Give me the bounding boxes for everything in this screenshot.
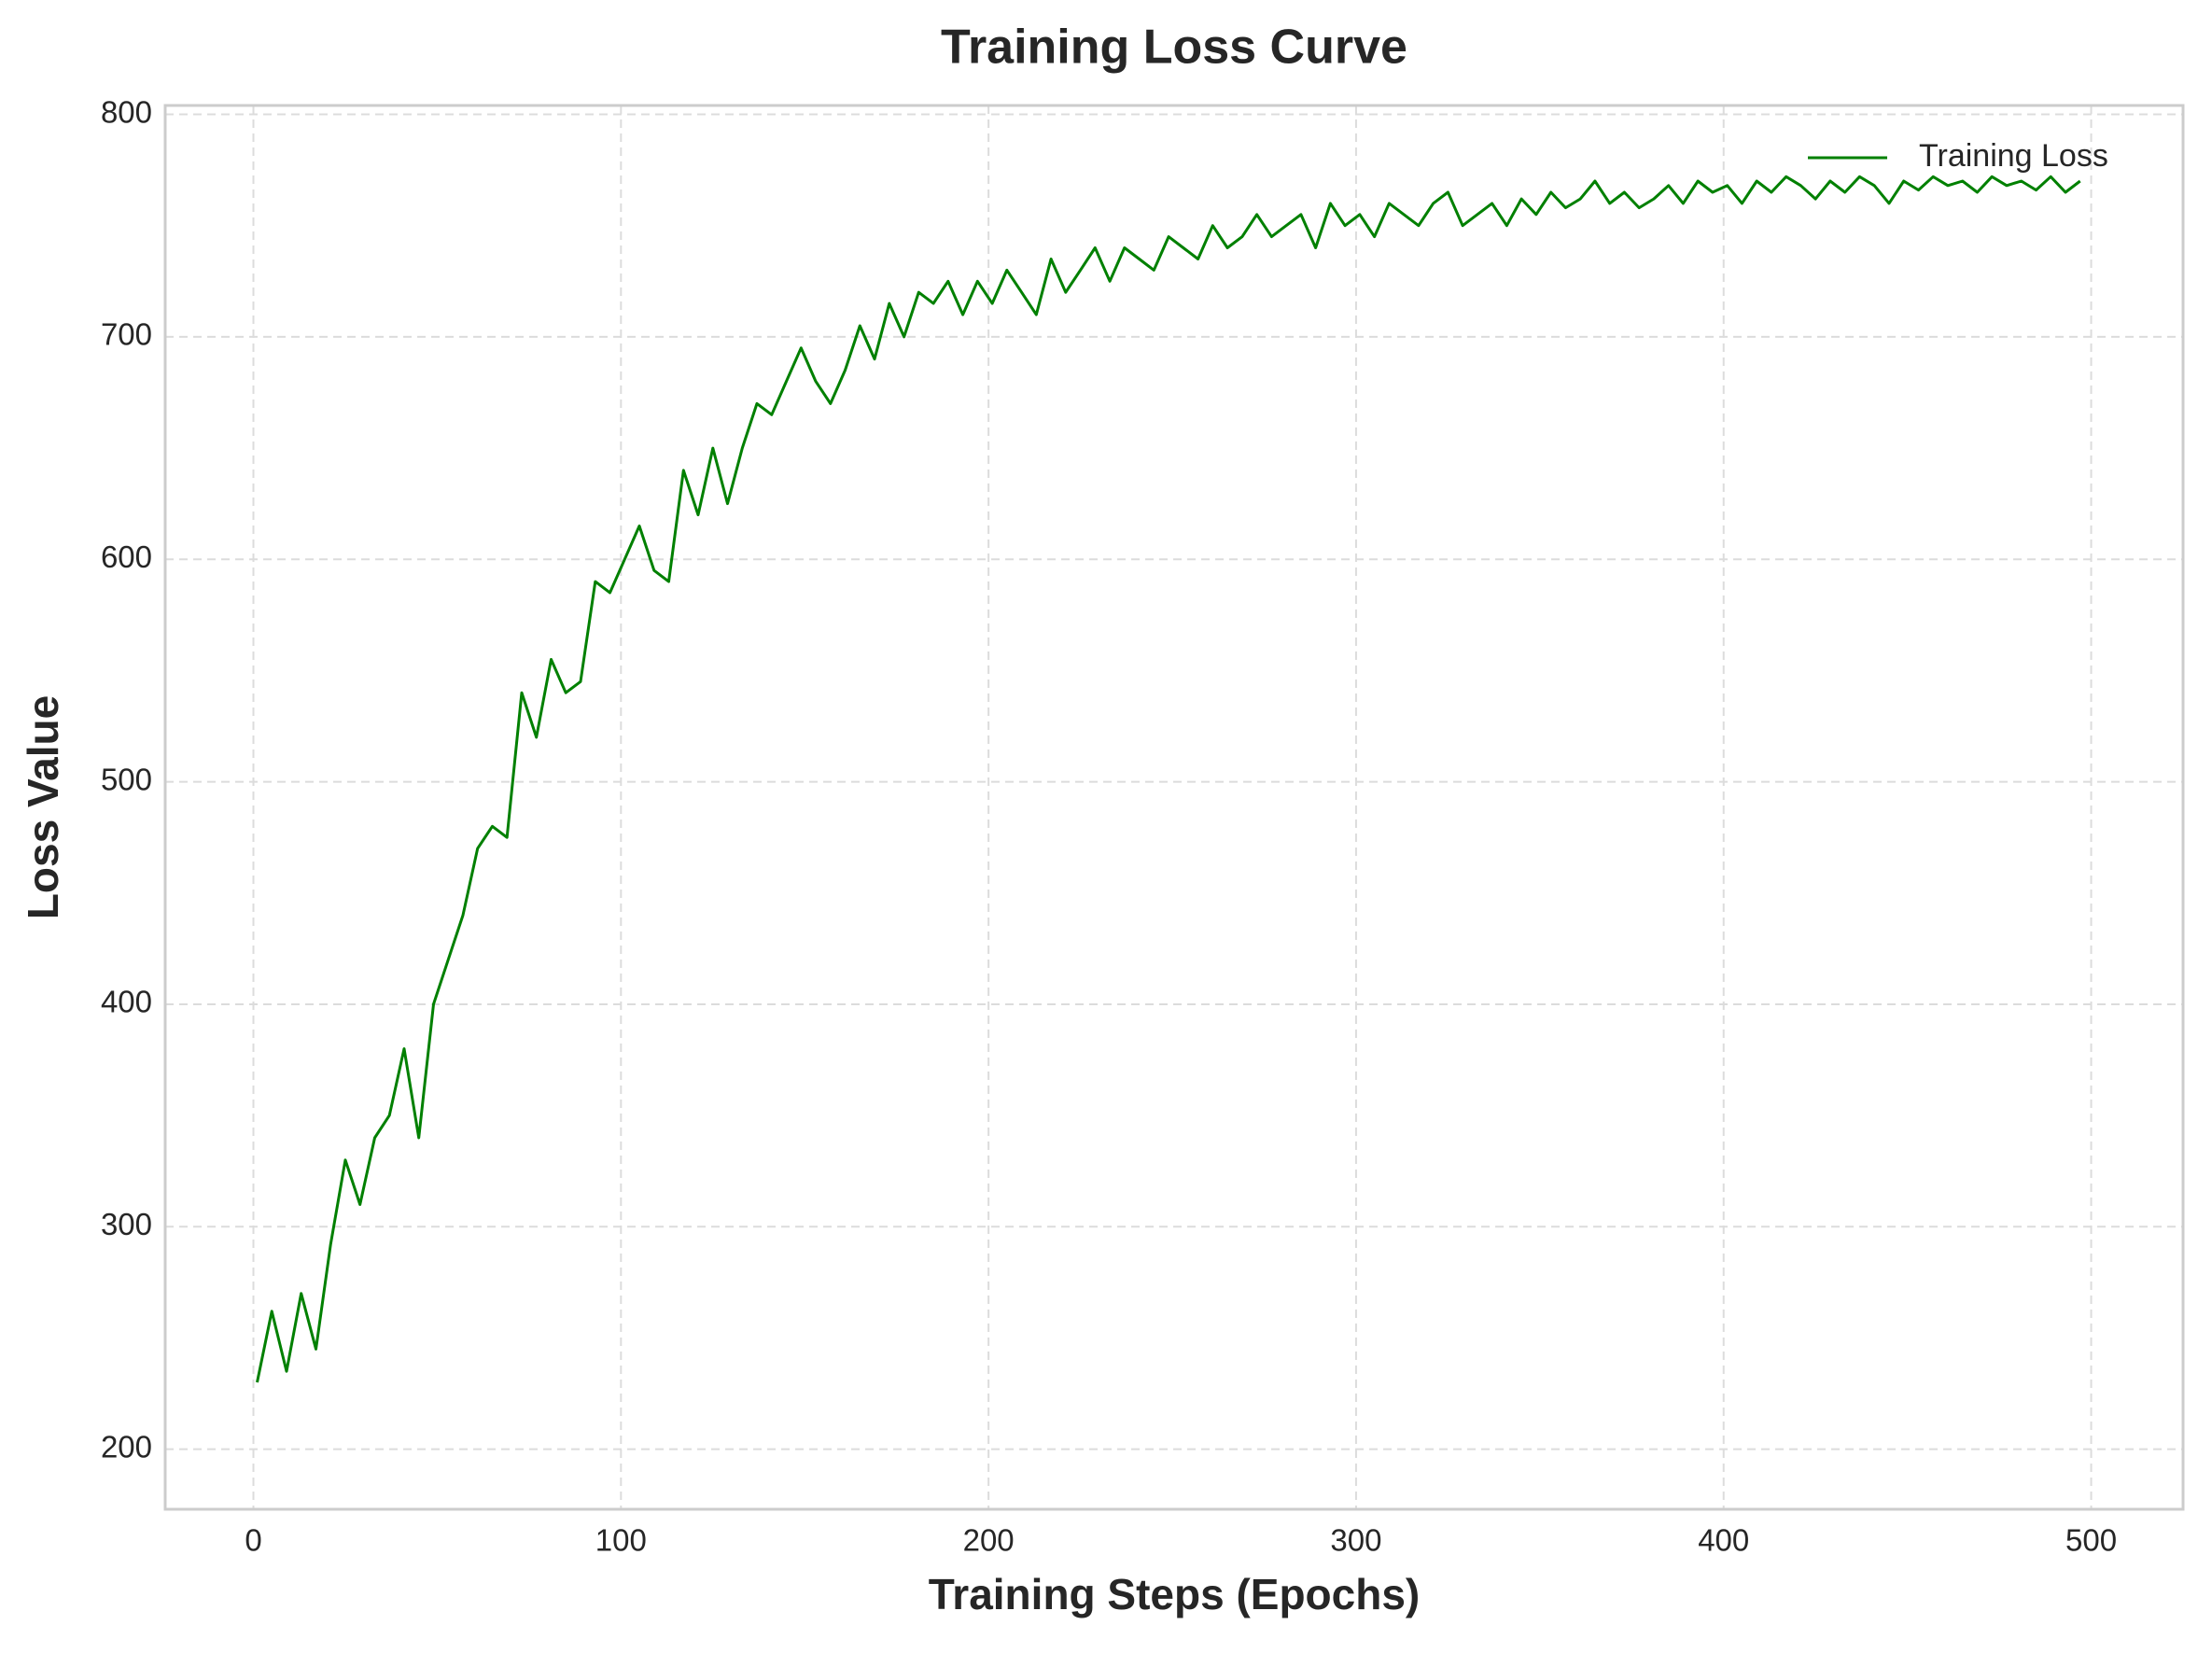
y-tick-label: 800 bbox=[101, 94, 152, 129]
y-tick-label: 700 bbox=[101, 317, 152, 352]
y-axis-label: Loss Value bbox=[19, 695, 67, 919]
x-tick-label: 200 bbox=[963, 1523, 1015, 1558]
legend-label: Training Loss bbox=[1919, 138, 2108, 174]
x-tick-label: 100 bbox=[595, 1523, 647, 1558]
y-tick-label: 300 bbox=[101, 1207, 152, 1241]
y-tick-label: 500 bbox=[101, 762, 152, 796]
x-tick-label: 300 bbox=[1330, 1523, 1381, 1558]
plot-frame bbox=[163, 104, 2185, 1511]
y-tick-label: 600 bbox=[101, 539, 152, 574]
x-axis-label: Training Steps (Epochs) bbox=[929, 1570, 1421, 1618]
x-tick-label: 0 bbox=[245, 1523, 261, 1558]
y-tick-label: 200 bbox=[101, 1429, 152, 1464]
loss-line bbox=[256, 175, 2081, 1383]
x-tick-label: 500 bbox=[2065, 1523, 2117, 1558]
x-tick-label: 400 bbox=[1698, 1523, 1749, 1558]
chart-title: Training Loss Curve bbox=[941, 21, 1407, 75]
y-tick-label: 400 bbox=[101, 985, 152, 1019]
